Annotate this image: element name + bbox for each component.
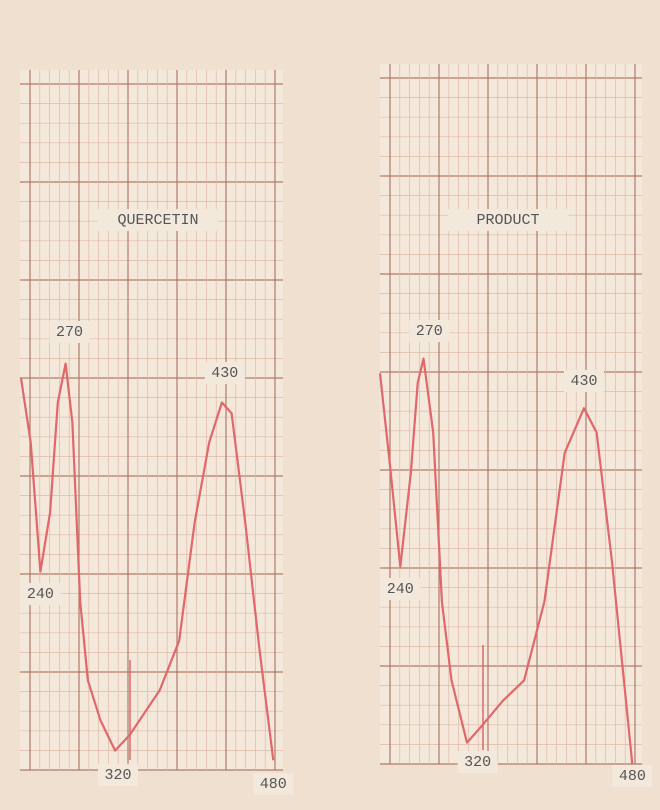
page: QUERCETIN 270 430 240 320 480 PRODUCT 270 430 240… (0, 0, 660, 810)
annotation: 430 (570, 373, 597, 390)
chart: QUERCETIN 270 430 240 320 480 PRODUCT 270 430 240… (0, 0, 660, 810)
annotation: 270 (56, 324, 83, 341)
annotation: 320 (105, 767, 132, 784)
annotation: 240 (387, 581, 414, 598)
annotation: 480 (260, 776, 287, 793)
annotation: 320 (464, 754, 491, 771)
annotation: QUERCETIN (117, 212, 198, 229)
annotation: 430 (211, 365, 238, 382)
annotation: 270 (416, 323, 443, 340)
annotation: 480 (619, 768, 646, 785)
annotation: 240 (27, 586, 54, 603)
annotation: PRODUCT (476, 212, 539, 229)
